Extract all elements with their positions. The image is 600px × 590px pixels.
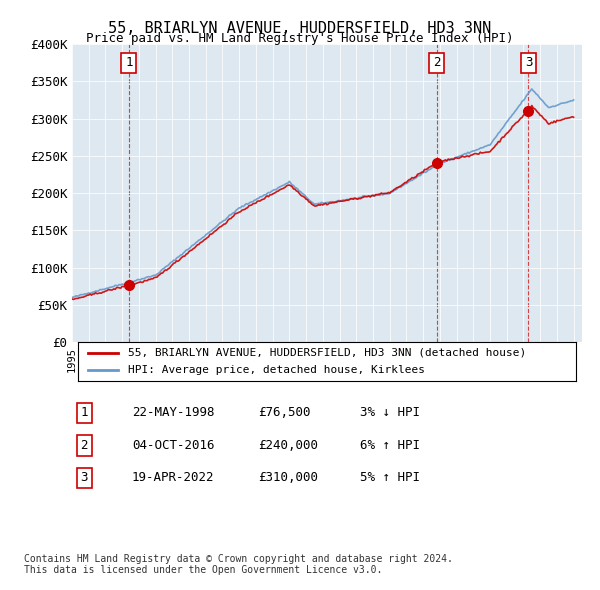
Text: £310,000: £310,000	[258, 471, 318, 484]
Text: 2: 2	[433, 57, 440, 70]
Text: 3: 3	[80, 471, 88, 484]
Text: 2: 2	[80, 439, 88, 452]
Text: 55, BRIARLYN AVENUE, HUDDERSFIELD, HD3 3NN (detached house): 55, BRIARLYN AVENUE, HUDDERSFIELD, HD3 3…	[128, 348, 526, 358]
Text: 04-OCT-2016: 04-OCT-2016	[132, 439, 215, 452]
Text: 6% ↑ HPI: 6% ↑ HPI	[360, 439, 420, 452]
Text: 3% ↓ HPI: 3% ↓ HPI	[360, 407, 420, 419]
Text: HPI: Average price, detached house, Kirklees: HPI: Average price, detached house, Kirk…	[128, 365, 425, 375]
Text: 1: 1	[80, 407, 88, 419]
Text: Contains HM Land Registry data © Crown copyright and database right 2024.
This d: Contains HM Land Registry data © Crown c…	[24, 553, 453, 575]
Text: Price paid vs. HM Land Registry's House Price Index (HPI): Price paid vs. HM Land Registry's House …	[86, 32, 514, 45]
Text: 19-APR-2022: 19-APR-2022	[132, 471, 215, 484]
Text: £76,500: £76,500	[258, 407, 311, 419]
Text: £240,000: £240,000	[258, 439, 318, 452]
Text: 22-MAY-1998: 22-MAY-1998	[132, 407, 215, 419]
Text: 1: 1	[125, 57, 133, 70]
Text: 3: 3	[525, 57, 532, 70]
Text: 55, BRIARLYN AVENUE, HUDDERSFIELD, HD3 3NN: 55, BRIARLYN AVENUE, HUDDERSFIELD, HD3 3…	[109, 21, 491, 35]
Text: 5% ↑ HPI: 5% ↑ HPI	[360, 471, 420, 484]
